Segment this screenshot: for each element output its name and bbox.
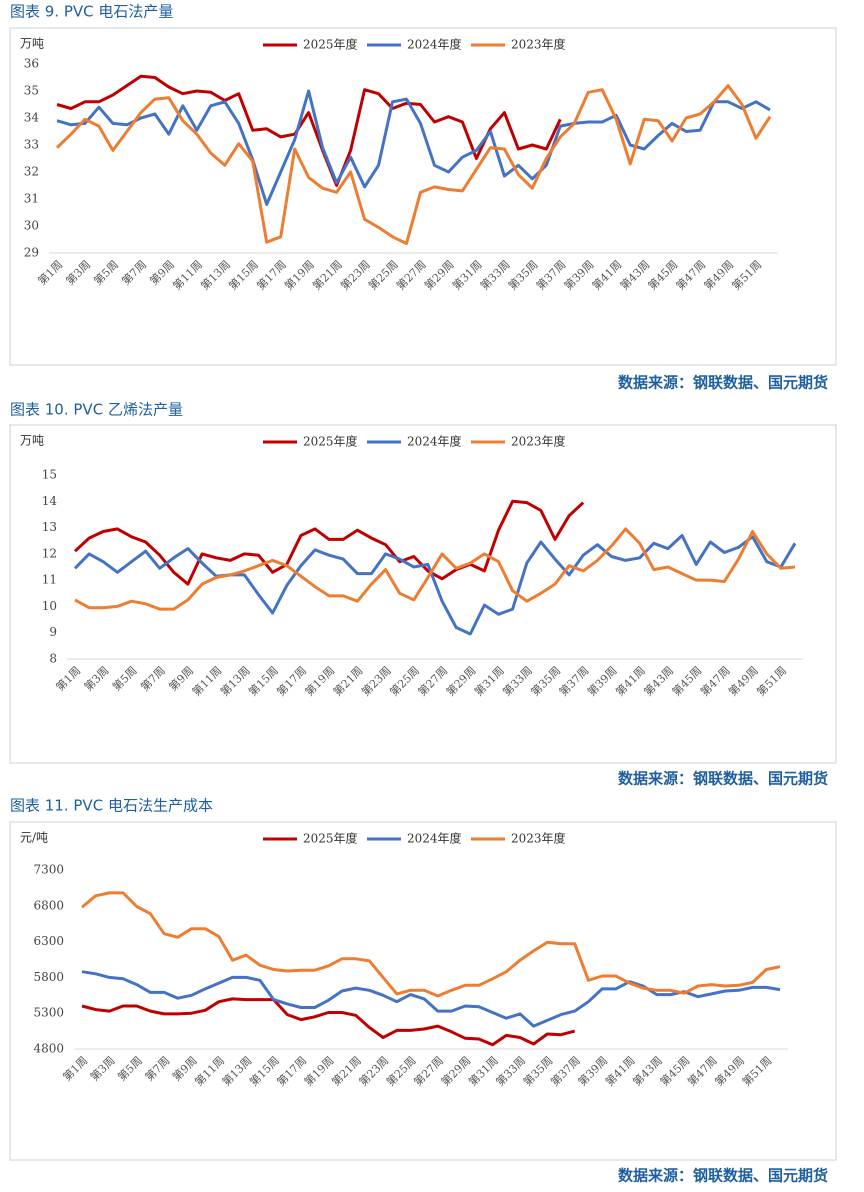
y-tick-label: 5800 [33, 970, 64, 984]
y-tick-label: 14 [42, 494, 58, 508]
y-tick-label: 29 [24, 246, 39, 260]
y-tick-label: 7300 [33, 863, 64, 877]
line-series [81, 997, 576, 1047]
chart-frame [9, 424, 837, 764]
line-series [56, 74, 562, 187]
figure-title: 图表 10. PVC 乙烯法产量 [10, 401, 183, 419]
legend-label: 2024年度 [407, 37, 462, 52]
line-series [73, 499, 585, 586]
y-axis-label: 万吨 [20, 434, 44, 448]
y-tick-label: 15 [42, 468, 57, 482]
y-tick-label: 10 [42, 599, 57, 613]
y-tick-label: 8 [49, 652, 57, 666]
y-tick-label: 12 [42, 546, 57, 560]
y-tick-label: 31 [24, 192, 39, 206]
legend-label: 2023年度 [511, 434, 566, 449]
y-tick-label: 9 [49, 625, 57, 639]
y-tick-label: 36 [24, 57, 39, 71]
legend-label: 2023年度 [511, 37, 566, 52]
line-series [74, 527, 796, 611]
figure-title: 图表 11. PVC 电石法生产成本 [10, 797, 213, 815]
legend-label: 2025年度 [303, 434, 358, 449]
line-series [81, 891, 781, 998]
y-tick-label: 11 [42, 573, 57, 587]
legend-label: 2024年度 [407, 831, 462, 846]
line-series [56, 89, 771, 206]
y-tick-label: 13 [42, 520, 57, 534]
y-tick-label: 30 [24, 219, 39, 233]
source-note: 数据来源：钢联数据、国元期货 [618, 374, 828, 392]
source-note: 数据来源：钢联数据、国元期货 [618, 770, 828, 788]
y-tick-label: 6800 [33, 898, 64, 912]
source-note: 数据来源：钢联数据、国元期货 [618, 1167, 828, 1185]
legend-label: 2024年度 [407, 434, 462, 449]
legend-label: 2025年度 [303, 831, 358, 846]
line-series [73, 534, 797, 636]
chart-frame [9, 27, 837, 366]
y-tick-label: 32 [24, 165, 39, 179]
y-tick-label: 35 [24, 84, 39, 98]
y-tick-label: 33 [24, 138, 39, 152]
y-axis-label: 万吨 [20, 37, 44, 51]
legend-label: 2023年度 [511, 831, 566, 846]
y-tick-label: 34 [24, 111, 40, 125]
y-axis-label: 元/吨 [20, 831, 48, 845]
y-tick-label: 4800 [33, 1042, 64, 1056]
figure-title: 图表 9. PVC 电石法产量 [10, 3, 173, 21]
line-series [55, 84, 772, 245]
y-tick-label: 6300 [33, 934, 64, 948]
y-tick-label: 5300 [33, 1006, 64, 1020]
line-series [81, 970, 781, 1028]
legend-label: 2025年度 [303, 37, 358, 52]
